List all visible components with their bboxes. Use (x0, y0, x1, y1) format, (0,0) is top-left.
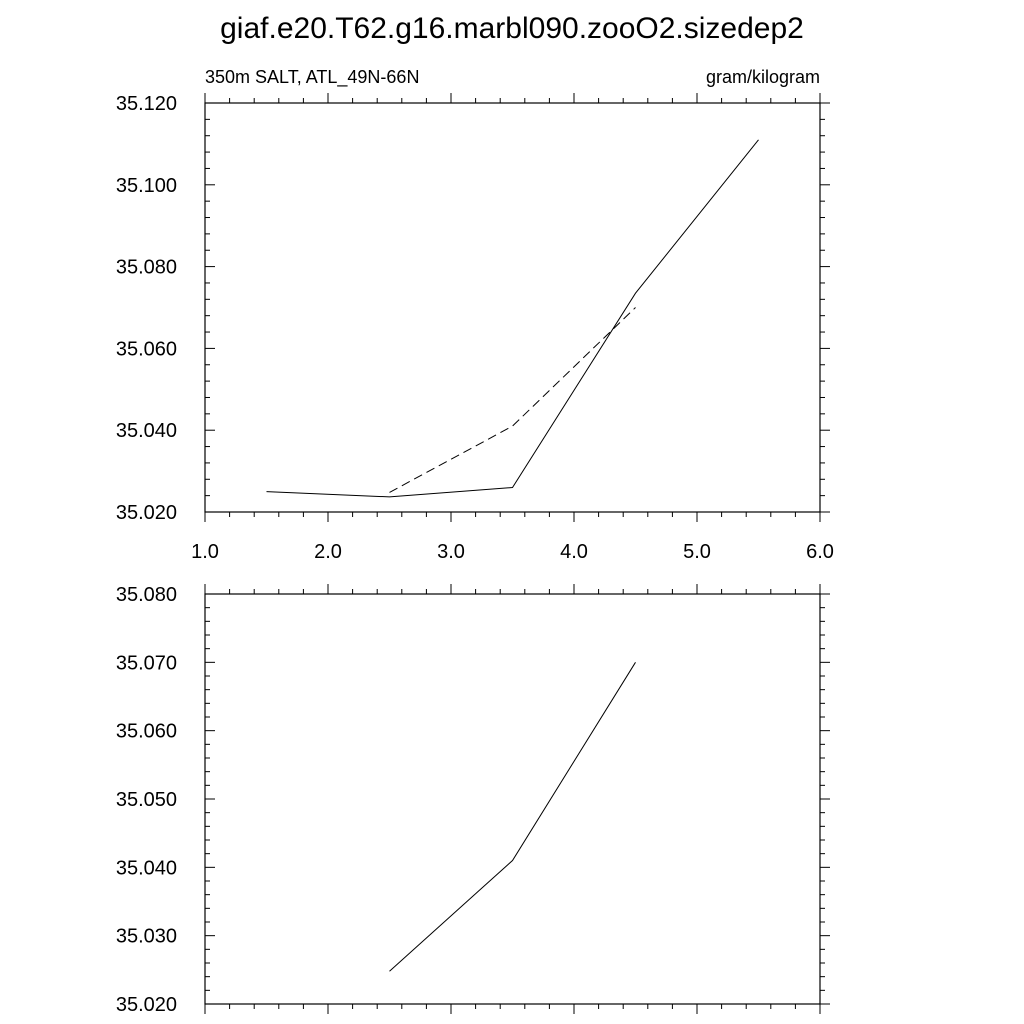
bottom-panel-series-line-solid (389, 662, 636, 972)
bottom-panel-ytick-label: 35.020 (116, 994, 177, 1016)
bottom-panel: 35.020 35.030 35.040 35.050 35.060 35.070 35.0… (116, 584, 830, 1016)
bottom-panel-ytick-label: 35.050 (116, 789, 177, 811)
top-panel-series-line-solid (266, 139, 759, 498)
top-panel-xtick-label: 1.0 (191, 541, 219, 563)
bottom-panel-ytick-label: 35.040 (116, 857, 177, 879)
top-panel-ytick-label: 35.120 (116, 93, 177, 115)
top-panel-ticks: 1.0 2.0 3.0 4.0 5.0 6.0 35.020 35.040 35.060 35.0… (116, 93, 834, 563)
top-panel-ytick-label: 35.060 (116, 338, 177, 360)
bottom-panel-ticks: 35.020 35.030 35.040 35.050 35.060 35.070 35.0… (116, 584, 830, 1016)
top-panel-ytick-label: 35.040 (116, 420, 177, 442)
top-panel-xtick-label: 5.0 (683, 541, 711, 563)
top-panel-subtitle-left: 350m SALT, ATL_49N-66N (205, 67, 419, 88)
bottom-panel-ytick-label: 35.070 (116, 652, 177, 674)
top-panel-xtick-label: 6.0 (806, 541, 834, 563)
top-panel-ytick-label: 35.100 (116, 175, 177, 197)
top-panel-frame (204, 102, 821, 513)
bottom-panel-series (389, 662, 636, 972)
top-panel-xtick-label: 3.0 (437, 541, 465, 563)
bottom-panel-ytick-label: 35.030 (116, 926, 177, 948)
top-panel-ytick-label: 35.020 (116, 502, 177, 524)
top-panel-xtick-label: 2.0 (314, 541, 342, 563)
bottom-panel-ytick-label: 35.080 (116, 584, 177, 606)
bottom-panel-ytick-label: 35.060 (116, 721, 177, 743)
top-panel-series-line-dashed (389, 307, 636, 493)
top-panel-subtitle-right: gram/kilogram (706, 67, 820, 87)
figure-title: giaf.e20.T62.g16.marbl090.zooO2.sizedep2 (220, 12, 804, 45)
top-panel-ytick-label: 35.080 (116, 257, 177, 279)
top-panel-xtick-label: 4.0 (560, 541, 588, 563)
top-panel-series (266, 139, 759, 498)
top-panel: 350m SALT, ATL_49N-66N gram/kilogram 1.0… (116, 67, 834, 563)
bottom-panel-frame (204, 593, 821, 1005)
